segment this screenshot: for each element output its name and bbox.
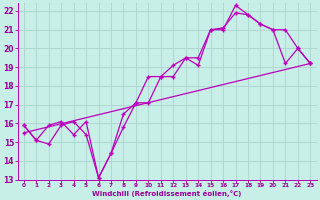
- X-axis label: Windchill (Refroidissement éolien,°C): Windchill (Refroidissement éolien,°C): [92, 190, 242, 197]
